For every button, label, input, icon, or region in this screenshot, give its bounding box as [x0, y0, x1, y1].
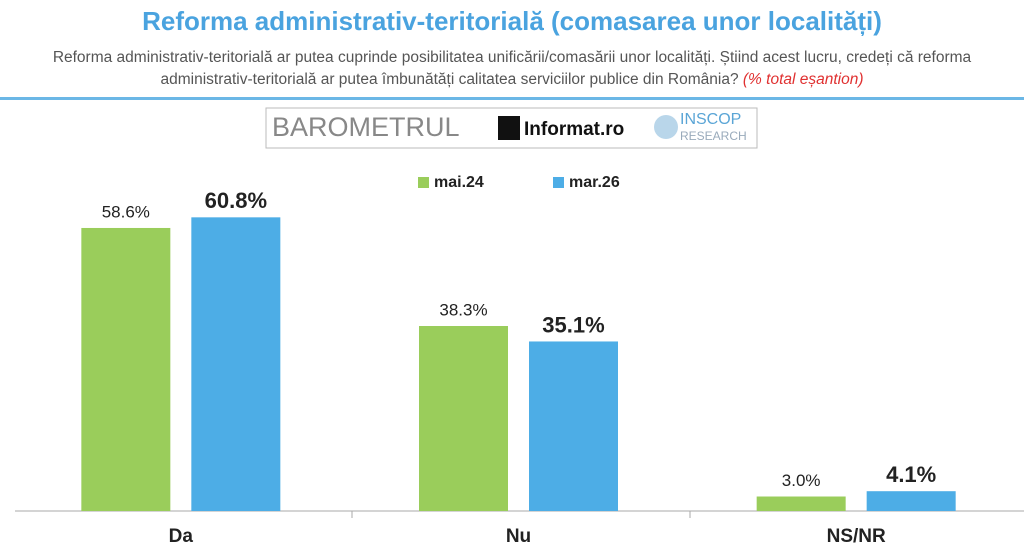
legend-swatch	[418, 177, 429, 188]
subtitle: Reforma administrativ-teritorială ar put…	[52, 49, 972, 88]
bar	[191, 217, 281, 511]
bar	[866, 491, 956, 511]
x-tick-label: Nu	[506, 526, 531, 547]
legend-label: mar.26	[569, 174, 620, 191]
logo-partner: Informat.ro	[524, 119, 624, 140]
logo-brand-sub: RESEARCH	[680, 129, 747, 143]
bar	[756, 496, 846, 511]
legend-label: mai.24	[434, 174, 484, 191]
logo-barometer: BAROMETRUL	[272, 112, 460, 142]
x-tick-label: NS/NR	[827, 526, 886, 547]
logo-brand: INSCOP	[680, 111, 741, 128]
value-label: 60.8%	[205, 188, 267, 213]
subtitle-block: Reforma administrativ-teritorială ar put…	[40, 47, 984, 91]
legend-swatch	[553, 177, 564, 188]
logo-circle	[654, 115, 678, 139]
value-label: 35.1%	[542, 312, 604, 337]
bar	[419, 326, 508, 511]
value-label: 58.6%	[102, 202, 150, 221]
value-label: 3.0%	[782, 471, 821, 490]
bar	[529, 341, 618, 511]
value-label: 38.3%	[439, 300, 487, 319]
subtitle-note: (% total eșantion)	[742, 71, 864, 88]
value-label: 4.1%	[886, 462, 936, 487]
x-tick-label: Da	[169, 526, 194, 547]
header-rule	[0, 97, 1024, 100]
title: Reforma administrativ-teritorială (comas…	[142, 6, 882, 36]
logo-icon	[498, 116, 520, 140]
bar	[81, 227, 171, 511]
